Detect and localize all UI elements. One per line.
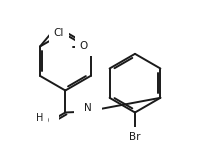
Text: Br: Br	[129, 132, 141, 142]
Text: H: H	[36, 113, 43, 123]
Text: N: N	[84, 103, 92, 113]
Text: O: O	[41, 116, 49, 126]
Text: O: O	[80, 41, 88, 51]
Text: Cl: Cl	[54, 28, 64, 38]
